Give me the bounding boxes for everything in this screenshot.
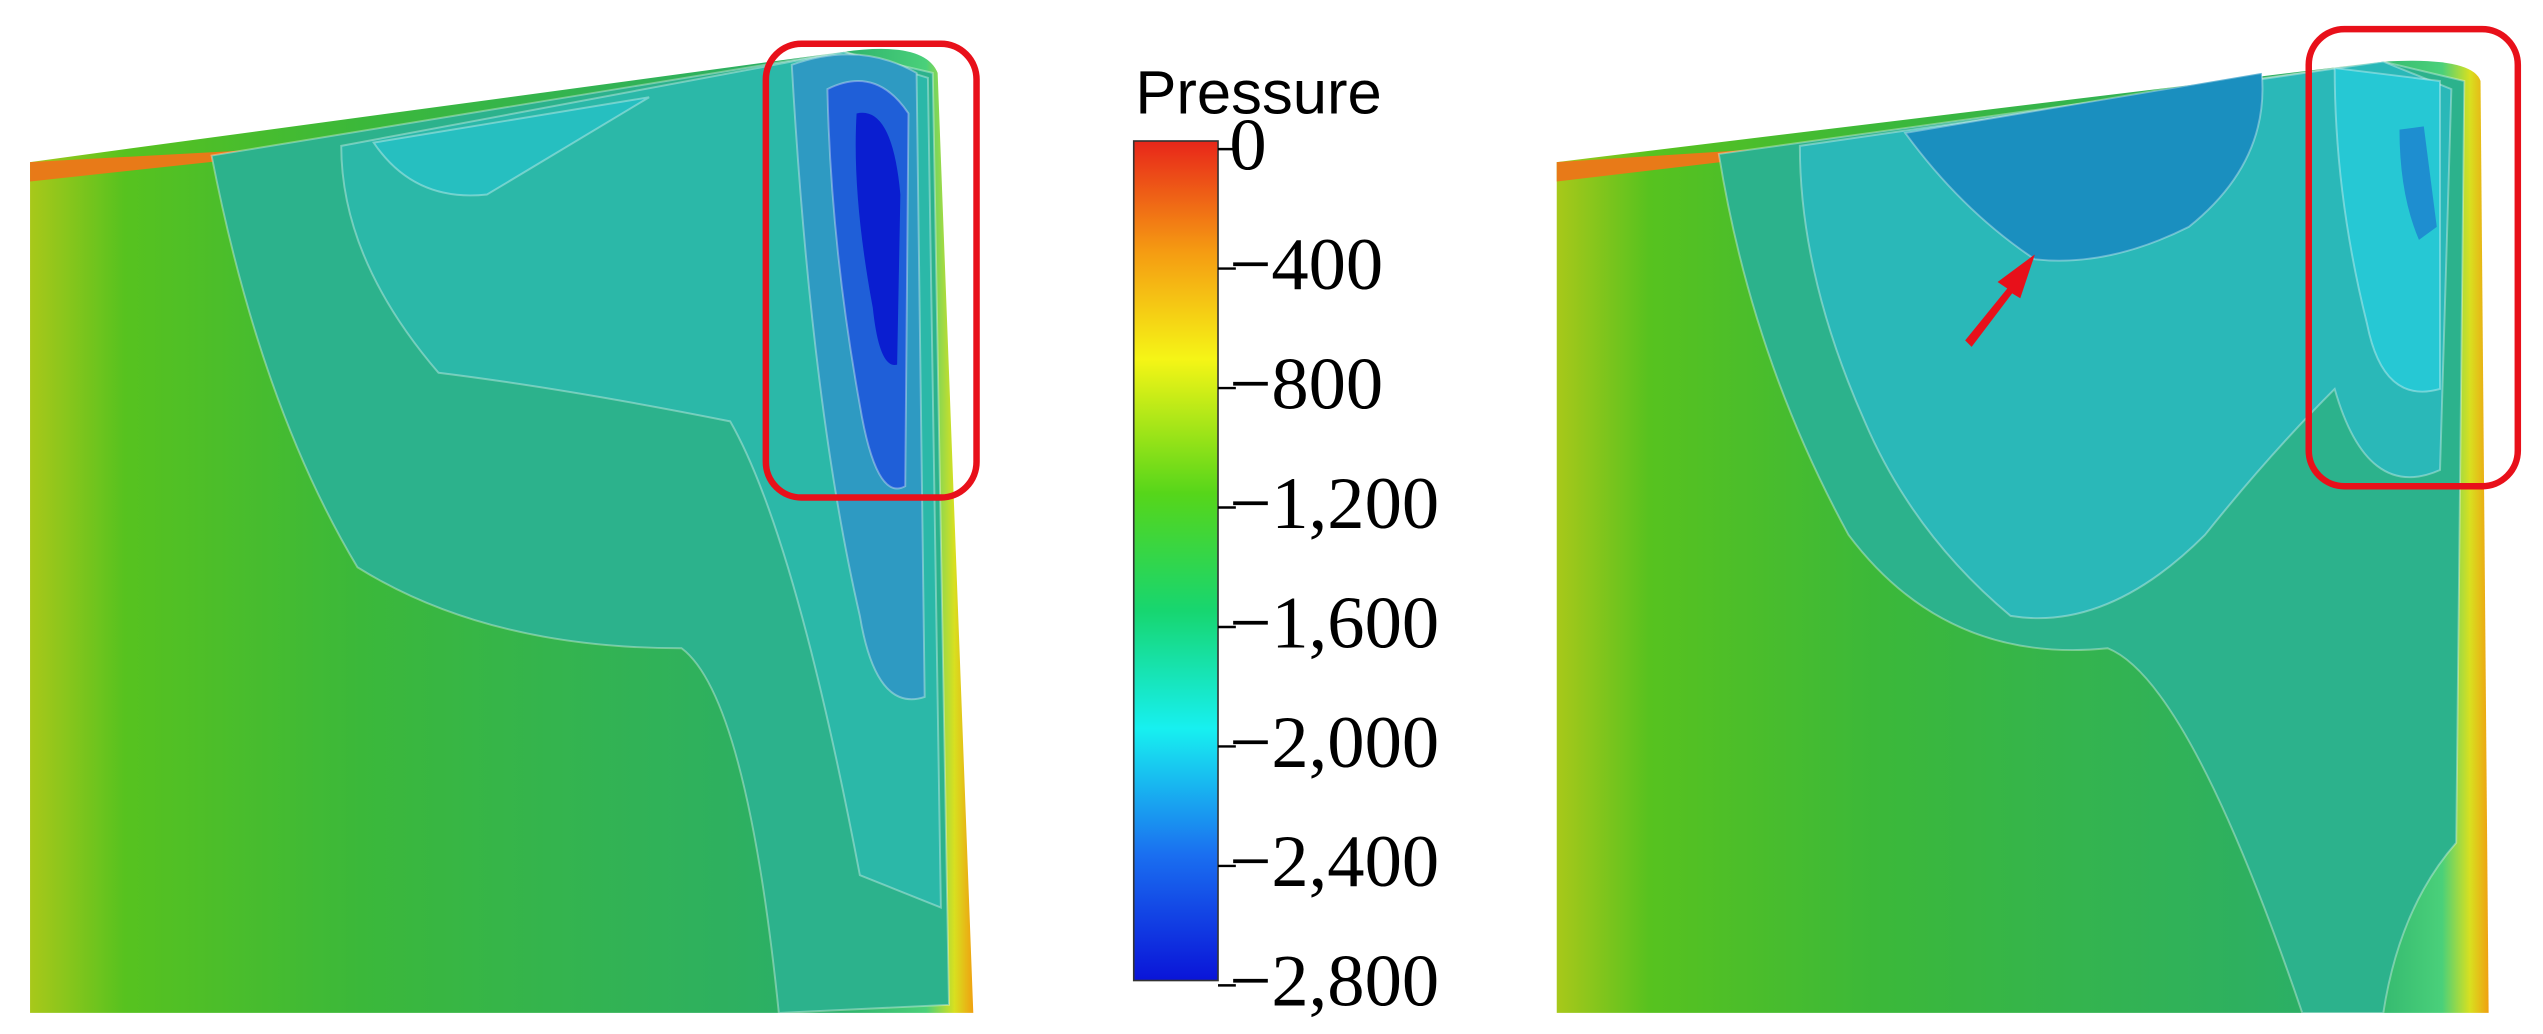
colorbar-gradient [1132, 140, 1219, 982]
left-blade [30, 40, 980, 1014]
colorbar-label: −1,600 [1229, 582, 1439, 664]
contour-band [1903, 71, 2264, 262]
highlight-box [762, 40, 980, 501]
colorbar-label: −400 [1229, 224, 1383, 306]
contour-band [1798, 60, 2453, 620]
colorbar-label: −2,400 [1229, 821, 1439, 903]
vortex-core [855, 112, 901, 366]
highlight-box [2305, 25, 2522, 490]
colorbar-label: 0 [1229, 104, 1266, 186]
colorbar-label: −2,000 [1229, 702, 1439, 784]
colorbar-label: −1,200 [1229, 463, 1439, 545]
colorbar-label: −800 [1229, 343, 1383, 425]
colorbar-ticks: 0 −400 −800 −1,200 −1,600 −2,000 −2,400 −2,800 [1218, 104, 1439, 1023]
colorbar-title: Pressure [1135, 58, 1381, 127]
contour-band [2399, 126, 2437, 240]
colorbar: Pressure 0 −400 −800 −1,200 −1,600 −2,000 −2,4… [1132, 58, 1439, 1023]
contour-band [340, 50, 942, 910]
arrow [1965, 254, 2035, 347]
contour-band [371, 96, 650, 197]
right-blade [1556, 25, 2522, 1014]
colorbar-label: −2,800 [1229, 941, 1439, 1023]
